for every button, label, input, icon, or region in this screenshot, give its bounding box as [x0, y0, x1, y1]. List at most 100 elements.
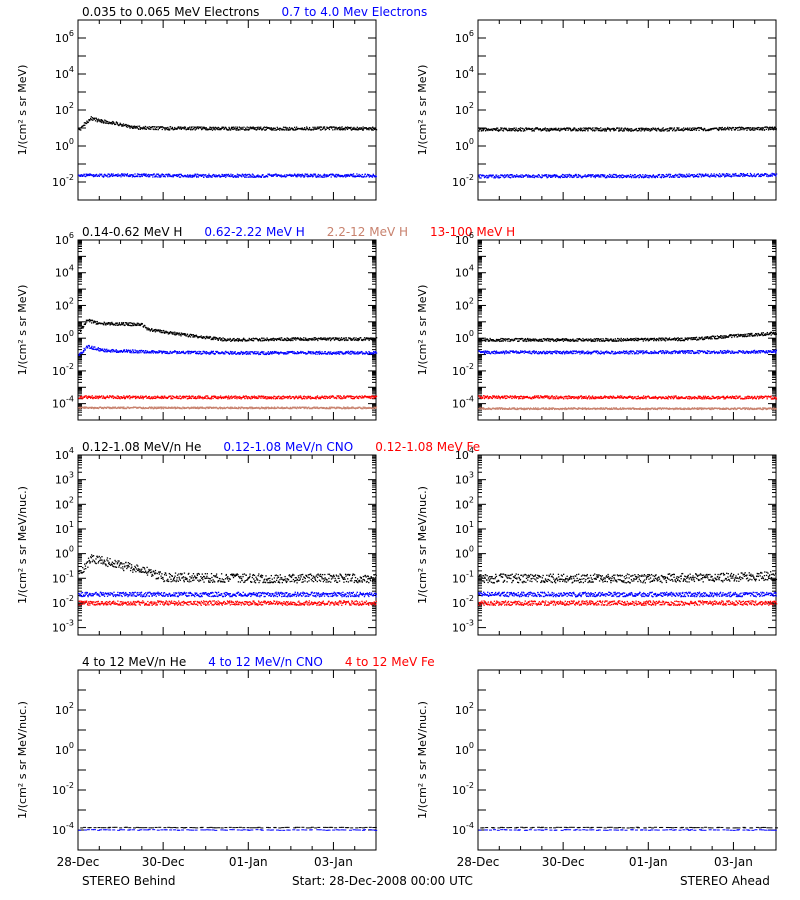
data-point: [88, 407, 90, 409]
data-point: [263, 351, 265, 353]
data-point: [259, 353, 262, 356]
data-point: [321, 352, 323, 355]
data-point: [345, 174, 348, 176]
data-point: [619, 176, 621, 179]
data-point: [219, 127, 221, 130]
data-point: [156, 351, 159, 353]
data-point: [370, 175, 372, 177]
data-point: [171, 128, 173, 130]
data-point: [612, 173, 614, 176]
data-point: [248, 126, 250, 129]
data-point: [126, 174, 128, 176]
data-point: [135, 350, 138, 352]
data-point: [586, 175, 588, 178]
data-point: [93, 346, 95, 348]
data-point: [171, 333, 174, 335]
data-point: [320, 338, 322, 341]
data-point: [166, 128, 169, 131]
data-point: [252, 351, 254, 354]
data-point: [263, 126, 266, 128]
data-point: [186, 335, 188, 337]
data-point: [101, 120, 103, 122]
data-point: [577, 173, 580, 176]
data-point: [240, 407, 242, 410]
y-tick-label: 10-2: [52, 362, 74, 378]
data-point: [686, 173, 688, 175]
data-point: [303, 176, 306, 178]
data-point: [137, 125, 139, 127]
data-point: [255, 353, 258, 355]
data-point: [580, 128, 582, 131]
data-point: [368, 174, 370, 177]
data-point: [211, 337, 213, 339]
data-point: [119, 350, 121, 352]
data-point: [743, 174, 745, 177]
data-point: [185, 175, 188, 177]
data-point: [289, 339, 291, 341]
data-point: [372, 129, 374, 131]
data-point: [100, 322, 103, 325]
y-tick-label: 100: [455, 137, 474, 153]
data-point: [569, 175, 572, 177]
data-point: [118, 396, 121, 398]
data-point: [262, 127, 265, 129]
data-point: [237, 407, 240, 410]
data-point: [661, 128, 663, 130]
data-point: [344, 353, 346, 355]
data-point: [183, 352, 185, 355]
data-point: [153, 407, 155, 410]
data-point: [173, 174, 175, 176]
y-tick-label: 10-2: [52, 173, 74, 189]
data-point: [136, 407, 138, 409]
data-point: [366, 127, 368, 130]
data-point: [306, 175, 308, 178]
data-point: [255, 351, 257, 353]
data-point: [336, 352, 339, 355]
data-point: [141, 127, 143, 129]
data-point: [171, 407, 173, 409]
data-point: [287, 350, 289, 353]
data-point: [98, 406, 101, 409]
data-point: [656, 176, 659, 178]
data-point: [210, 126, 212, 129]
data-point: [84, 349, 86, 351]
data-point: [569, 176, 571, 178]
data-point: [168, 332, 171, 335]
data-point: [700, 126, 702, 129]
data-point: [160, 331, 162, 334]
data-point: [206, 336, 208, 338]
data-point: [218, 407, 220, 409]
data-point: [229, 337, 231, 340]
data-point: [210, 128, 213, 130]
data-point: [133, 352, 135, 354]
data-point: [194, 395, 197, 398]
data-point: [300, 407, 302, 409]
data-point: [167, 331, 169, 334]
data-point: [735, 172, 737, 175]
data-point: [368, 176, 371, 178]
data-point: [624, 175, 627, 177]
data-point: [162, 175, 165, 178]
data-point: [227, 351, 229, 353]
data-point: [106, 122, 108, 124]
data-point: [708, 128, 710, 130]
data-point: [545, 129, 547, 132]
data-point: [227, 398, 229, 400]
data-point: [332, 126, 335, 128]
data-point: [269, 351, 272, 353]
data-point: [680, 174, 682, 176]
data-point: [273, 395, 275, 398]
data-point: [135, 395, 137, 397]
y-tick-label: 104: [455, 65, 474, 81]
data-point: [187, 398, 189, 400]
data-point: [254, 128, 256, 130]
data-point: [179, 398, 182, 400]
data-point: [365, 337, 368, 339]
data-point: [489, 174, 491, 176]
data-point: [97, 347, 99, 349]
data-point: [151, 396, 153, 398]
data-point: [355, 127, 357, 130]
data-point: [640, 175, 642, 178]
data-point: [632, 175, 634, 177]
data-point: [675, 174, 677, 176]
